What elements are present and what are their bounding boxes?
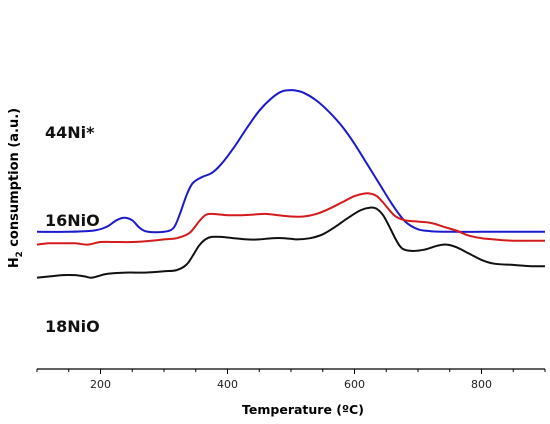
y-axis-title-rest: consumption (a.u.)	[7, 108, 22, 251]
series-line-44ni	[36, 89, 545, 234]
x-axis: 200 400 600 800	[36, 368, 546, 391]
series-label-18nio: 18NiO	[45, 317, 100, 336]
series-label-44ni: 44Ni*	[45, 123, 95, 142]
x-tick-label: 600	[344, 378, 365, 391]
y-axis-title-main: H	[7, 257, 22, 268]
x-tick-label: 200	[90, 378, 111, 391]
y-axis-title-subscript: 2	[15, 251, 25, 257]
series-line-16nio	[36, 192, 546, 246]
series-labels: 44Ni* 16NiO 18NiO	[45, 123, 100, 336]
series-layer	[36, 89, 546, 279]
series-label-16nio: 16NiO	[45, 211, 100, 230]
x-axis-title: Temperature (ºC)	[242, 402, 364, 417]
x-tick-label: 800	[471, 378, 492, 391]
series-line-18nio	[36, 206, 546, 279]
y-axis-title: H2 consumption (a.u.)	[7, 108, 25, 268]
x-tick-label: 400	[217, 378, 238, 391]
